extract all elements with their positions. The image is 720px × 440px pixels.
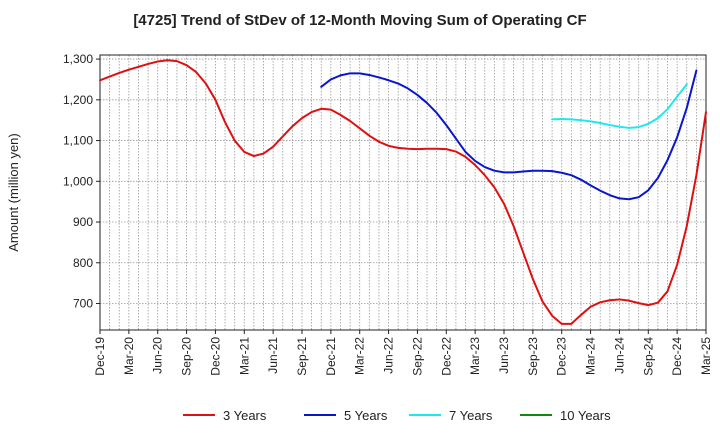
x-tick-label: Dec-22 <box>439 337 453 376</box>
y-axis-ticks: 700 800 900 1,000 1,100 1,200 1,300 <box>63 52 100 311</box>
x-tick-label: Jun-20 <box>151 337 165 374</box>
x-tick-label: Mar-24 <box>584 337 598 375</box>
series-lines <box>99 59 707 325</box>
legend: 3 Years 5 Years 7 Years 10 Years <box>183 408 611 423</box>
x-tick-label: Mar-20 <box>122 337 136 375</box>
x-tick-label: Mar-25 <box>699 337 713 375</box>
x-tick-label: Sep-22 <box>410 337 424 376</box>
y-tick-label: 1,000 <box>63 174 93 188</box>
grid-lines <box>99 55 707 330</box>
legend-label: 10 Years <box>560 408 611 423</box>
y-tick-label: 1,300 <box>63 52 93 66</box>
y-tick-label: 700 <box>73 297 93 311</box>
x-tick-label: Dec-20 <box>208 337 222 376</box>
x-axis-ticks: Dec-19 Mar-20 Jun-20 Sep-20 Dec-20 Mar-21 Jun-… <box>93 330 713 376</box>
y-tick-label: 1,100 <box>63 134 93 148</box>
x-tick-label: Mar-21 <box>237 337 251 375</box>
legend-label: 3 Years <box>223 408 267 423</box>
x-tick-label: Jun-24 <box>612 337 626 374</box>
x-tick-label: Sep-21 <box>295 337 309 376</box>
y-tick-label: 1,200 <box>63 93 93 107</box>
y-tick-label: 900 <box>73 215 93 229</box>
x-tick-label: Dec-21 <box>324 337 338 376</box>
series-line-3 <box>551 83 688 129</box>
x-tick-label: Dec-24 <box>670 337 684 376</box>
series-line-2 <box>320 69 698 201</box>
x-tick-label: Sep-23 <box>526 337 540 376</box>
legend-label: 7 Years <box>449 408 493 423</box>
chart-title: [4725] Trend of StDev of 12-Month Moving… <box>133 12 587 29</box>
x-tick-label: Jun-21 <box>266 337 280 374</box>
plot-area-frame <box>99 54 707 331</box>
x-tick-label: Sep-20 <box>180 337 194 376</box>
x-tick-label: Jun-22 <box>382 337 396 374</box>
x-tick-label: Mar-23 <box>468 337 482 375</box>
y-tick-label: 800 <box>73 256 93 270</box>
x-tick-label: Dec-19 <box>93 337 107 376</box>
y-axis-title: Amount (million yen) <box>6 133 21 252</box>
legend-label: 5 Years <box>344 408 388 423</box>
x-tick-label: Sep-24 <box>641 337 655 376</box>
series-line-1 <box>99 59 707 325</box>
x-tick-label: Mar-22 <box>353 337 367 375</box>
x-tick-label: Jun-23 <box>497 337 511 374</box>
x-tick-label: Dec-23 <box>555 337 569 376</box>
